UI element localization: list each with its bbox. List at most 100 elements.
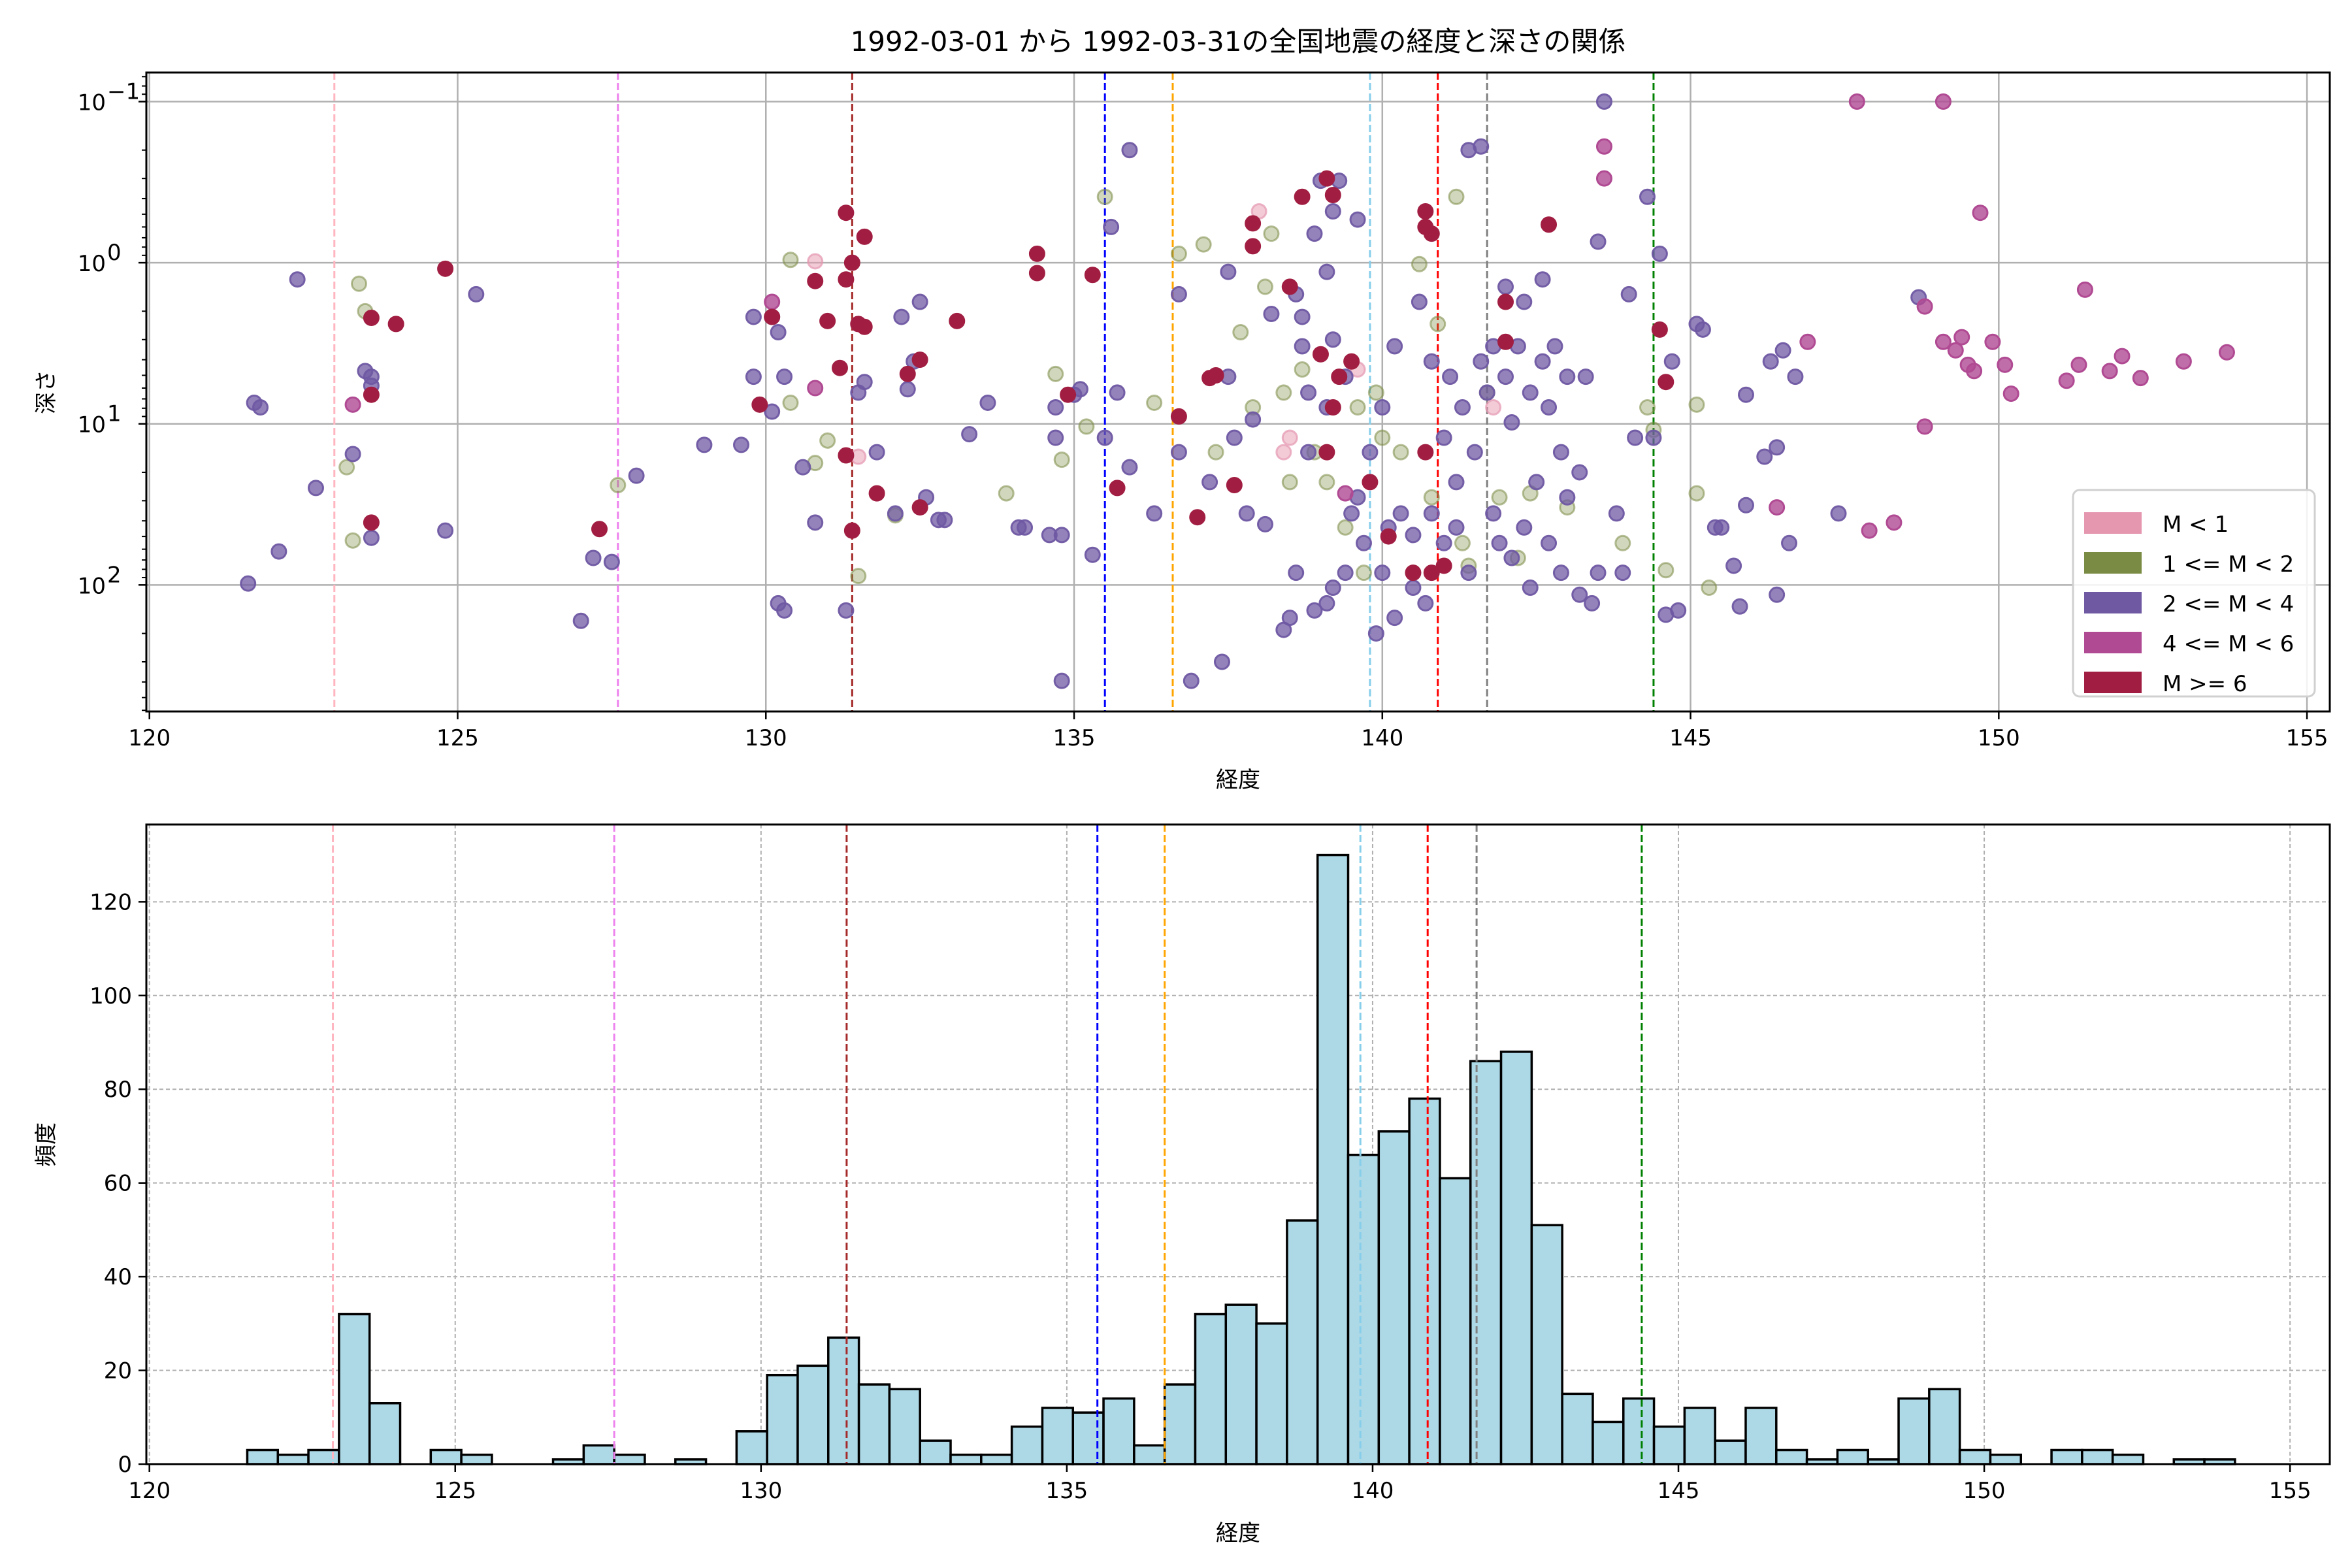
data-point <box>1294 338 1311 355</box>
data-point <box>1435 557 1452 574</box>
data-point <box>868 485 885 502</box>
data-point <box>1541 399 1558 416</box>
histogram-bar <box>1010 1425 1044 1465</box>
data-point <box>1324 331 1341 348</box>
data-point <box>1737 497 1754 514</box>
data-point <box>1423 505 1440 522</box>
data-point <box>1454 399 1471 416</box>
chart-title: 1992-03-01 から 1992-03-31の全国地震の経度と深さの関係 <box>851 25 1626 57</box>
legend-swatch <box>2084 552 2142 574</box>
data-point <box>1405 527 1422 544</box>
data-point <box>351 275 368 292</box>
data-point <box>1245 411 1262 428</box>
data-point <box>1343 353 1360 370</box>
data-point <box>899 365 916 382</box>
histogram-bar <box>1897 1397 1931 1465</box>
data-point <box>344 396 361 413</box>
data-point <box>1522 384 1539 401</box>
data-point <box>1337 519 1354 536</box>
data-point <box>2175 353 2192 370</box>
data-point <box>936 512 953 529</box>
data-point <box>819 432 836 449</box>
histogram-bar <box>429 1448 463 1465</box>
histogram-bar <box>613 1453 646 1465</box>
data-point <box>603 553 620 570</box>
histogram-bar <box>1439 1177 1472 1465</box>
data-point <box>1417 203 1434 220</box>
histogram-bar <box>2081 1448 2114 1465</box>
data-point <box>344 446 361 463</box>
histogram-bar <box>766 1373 799 1465</box>
y-tick-label: 40 <box>104 1264 132 1290</box>
data-point <box>1288 564 1305 581</box>
data-point <box>2076 281 2093 298</box>
data-point <box>1331 368 1348 385</box>
data-point <box>1318 263 1335 280</box>
data-point <box>776 368 793 385</box>
histogram-bar <box>1255 1322 1288 1465</box>
histogram-bar <box>1622 1397 1656 1465</box>
data-point <box>1245 238 1262 255</box>
data-point <box>1103 218 1120 235</box>
legend-swatch <box>2084 512 2142 534</box>
y-tick-label: 10 <box>78 90 106 116</box>
histogram-bar <box>1408 1097 1441 1465</box>
x-tick-label: 135 <box>1053 725 1096 751</box>
data-point <box>1541 534 1558 551</box>
y-tick-label: 10 <box>78 573 106 599</box>
histogram-bar <box>796 1364 830 1465</box>
x-tick-label: 155 <box>2286 725 2328 751</box>
data-point <box>1423 564 1440 581</box>
histogram-bar <box>1469 1060 1503 1465</box>
data-point <box>1312 346 1329 363</box>
x-tick-label: 145 <box>1658 1478 1700 1504</box>
histogram-x-axis-label: 経度 <box>1216 1520 1260 1546</box>
data-point <box>1294 188 1311 205</box>
data-point <box>1053 672 1070 689</box>
data-point <box>1497 333 1514 350</box>
scatter-x-axis-label: 経度 <box>1216 767 1260 793</box>
data-point <box>1534 271 1551 288</box>
data-point <box>1047 399 1064 416</box>
data-point <box>961 426 978 443</box>
data-point <box>1454 534 1471 551</box>
data-point <box>1078 418 1095 435</box>
data-point <box>893 308 910 325</box>
data-point <box>1861 522 1878 539</box>
data-point <box>1275 384 1292 401</box>
data-point <box>807 514 824 531</box>
data-point <box>1417 444 1434 461</box>
histogram-bar <box>949 1453 983 1465</box>
data-point <box>1232 323 1249 340</box>
x-tick-label: 145 <box>1669 725 1712 751</box>
data-point <box>979 394 996 411</box>
data-point <box>1281 474 1298 491</box>
data-point <box>628 467 645 484</box>
histogram-bar <box>827 1336 860 1465</box>
data-point <box>1497 368 1514 385</box>
histogram-bar <box>1683 1407 1716 1465</box>
legend-label: 1 <= M < 2 <box>2163 551 2294 578</box>
histogram-bar <box>246 1448 280 1465</box>
data-point <box>610 476 627 493</box>
data-point <box>1226 429 1243 446</box>
axes-frame <box>145 71 2331 713</box>
data-point <box>1466 444 1483 461</box>
data-point <box>1769 499 1786 516</box>
data-point <box>1367 384 1384 401</box>
data-point <box>782 252 799 269</box>
data-point <box>1787 368 1804 385</box>
data-point <box>1306 602 1323 619</box>
data-point <box>1953 329 1970 346</box>
x-tick-label: 140 <box>1351 1478 1394 1504</box>
y-tick-label: 60 <box>104 1171 132 1197</box>
data-point <box>1725 557 1742 574</box>
data-point <box>1774 342 1791 359</box>
data-point <box>1423 353 1440 370</box>
data-point <box>363 386 380 403</box>
data-point <box>911 293 928 310</box>
data-point <box>1349 399 1366 416</box>
data-point <box>1886 514 1903 531</box>
data-point <box>1731 598 1748 615</box>
histogram-bar <box>888 1388 921 1465</box>
